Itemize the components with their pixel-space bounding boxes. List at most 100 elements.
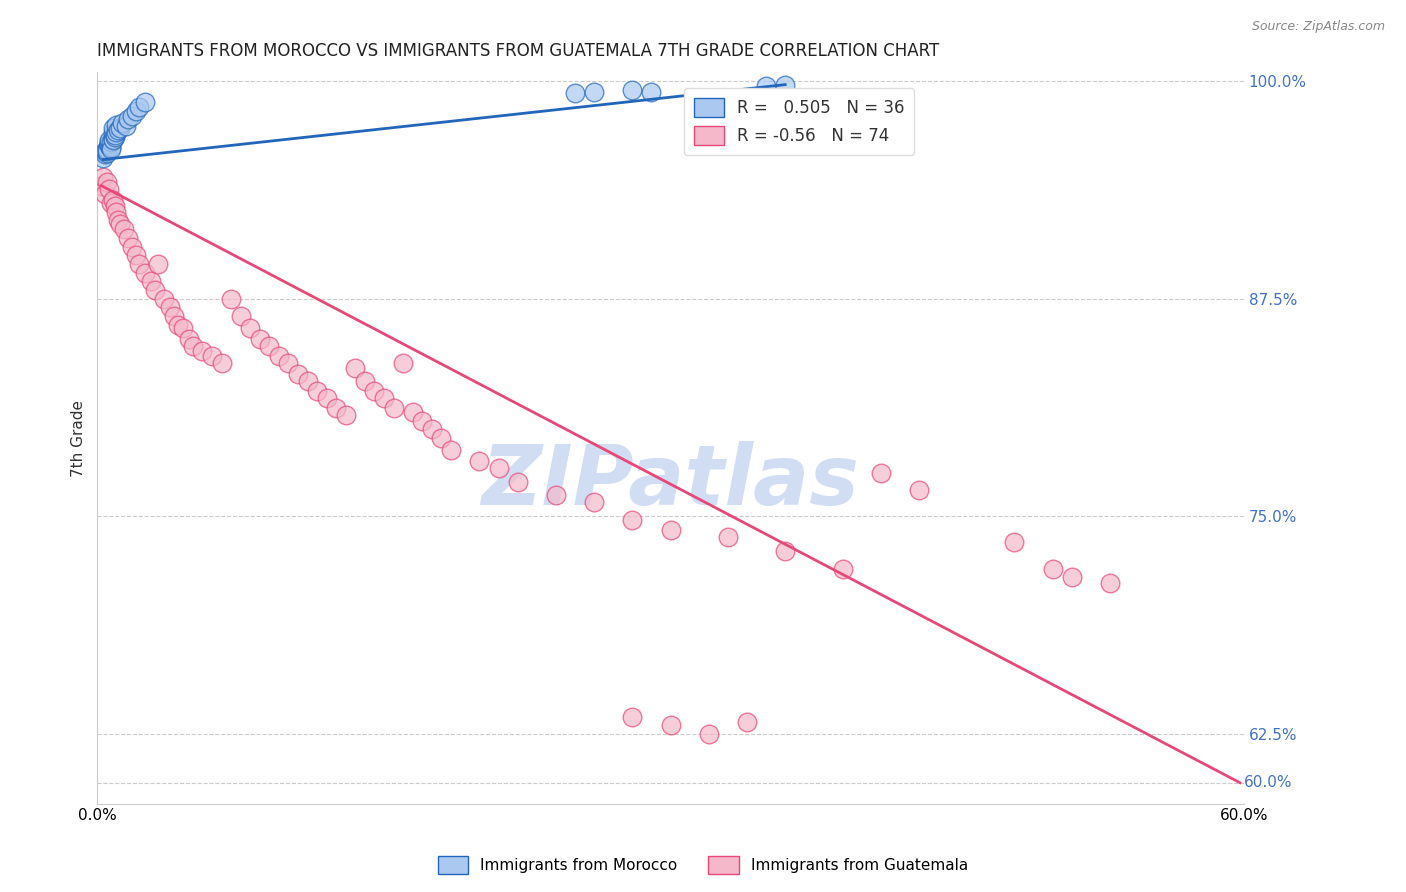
Point [621, 83, 644, 97]
Point [94, 147, 117, 161]
Point [908, 483, 931, 498]
Point [297, 374, 319, 388]
Point [112, 222, 135, 236]
Point [159, 301, 181, 315]
Point [101, 127, 124, 141]
Point [239, 321, 262, 335]
Text: Source: ZipAtlas.com: Source: ZipAtlas.com [1251, 20, 1385, 33]
Legend: R =   0.505   N = 36, R = -0.56   N = 74: R = 0.505 N = 36, R = -0.56 N = 74 [683, 88, 914, 155]
Text: IMMIGRANTS FROM MOROCCO VS IMMIGRANTS FROM GUATEMALA 7TH GRADE CORRELATION CHART: IMMIGRANTS FROM MOROCCO VS IMMIGRANTS FR… [97, 42, 939, 60]
Point [101, 133, 124, 147]
Point [869, 466, 891, 480]
Point [103, 129, 125, 144]
Point [111, 116, 134, 130]
Point [96, 175, 118, 189]
Point [382, 401, 405, 416]
Point [96, 142, 118, 156]
Point [128, 257, 150, 271]
Point [148, 257, 170, 271]
Point [621, 709, 644, 723]
Point [100, 142, 122, 156]
Point [544, 488, 567, 502]
Point [110, 217, 132, 231]
Point [315, 391, 337, 405]
Point [115, 120, 138, 134]
Point [94, 187, 117, 202]
Point [107, 213, 129, 227]
Point [128, 100, 150, 114]
Point [124, 103, 146, 118]
Point [755, 79, 778, 94]
Point [103, 199, 125, 213]
Point [97, 138, 120, 153]
Point [97, 182, 120, 196]
Point [101, 121, 124, 136]
Point [659, 718, 682, 732]
Point [91, 151, 114, 165]
Point [697, 727, 720, 741]
Point [831, 561, 853, 575]
Point [267, 349, 290, 363]
Point [143, 283, 166, 297]
Point [219, 292, 242, 306]
Point [91, 169, 114, 184]
Point [259, 339, 281, 353]
Point [117, 231, 139, 245]
Point [101, 193, 124, 207]
Text: 60.0%: 60.0% [1244, 775, 1292, 790]
Point [735, 714, 758, 729]
Point [96, 144, 118, 158]
Point [100, 196, 122, 211]
Point [249, 332, 271, 346]
Point [1004, 535, 1026, 549]
Point [335, 409, 357, 423]
Point [1060, 570, 1083, 584]
Point [583, 85, 606, 99]
Point [101, 131, 124, 145]
Point [105, 204, 128, 219]
Point [773, 78, 796, 92]
Point [121, 109, 143, 123]
Point [94, 144, 117, 158]
Point [621, 513, 644, 527]
Point [430, 431, 453, 445]
Point [420, 422, 443, 436]
Point [121, 239, 143, 253]
Point [344, 361, 367, 376]
Point [277, 356, 299, 370]
Point [363, 384, 385, 398]
Point [96, 145, 118, 160]
Point [105, 118, 128, 132]
Point [181, 339, 204, 353]
Point [287, 367, 309, 381]
Point [564, 87, 586, 101]
Point [468, 453, 491, 467]
Point [139, 274, 162, 288]
Point [773, 544, 796, 558]
Y-axis label: 7th Grade: 7th Grade [72, 400, 86, 476]
Point [488, 460, 510, 475]
Point [100, 140, 122, 154]
Point [134, 266, 156, 280]
Point [105, 125, 128, 139]
Point [440, 443, 463, 458]
Legend: Immigrants from Morocco, Immigrants from Guatemala: Immigrants from Morocco, Immigrants from… [432, 850, 974, 880]
Point [103, 128, 125, 142]
Point [659, 523, 682, 537]
Point [166, 318, 188, 332]
Point [97, 136, 120, 151]
Point [325, 401, 347, 416]
Point [1042, 561, 1064, 575]
Point [163, 309, 186, 323]
Point [90, 178, 112, 193]
Point [97, 133, 120, 147]
Text: ZIPatlas: ZIPatlas [482, 442, 859, 523]
Point [177, 332, 200, 346]
Point [717, 530, 740, 544]
Point [201, 349, 224, 363]
Point [373, 391, 395, 405]
Point [307, 384, 329, 398]
Point [229, 309, 252, 323]
Point [1098, 575, 1121, 590]
Point [211, 356, 233, 370]
